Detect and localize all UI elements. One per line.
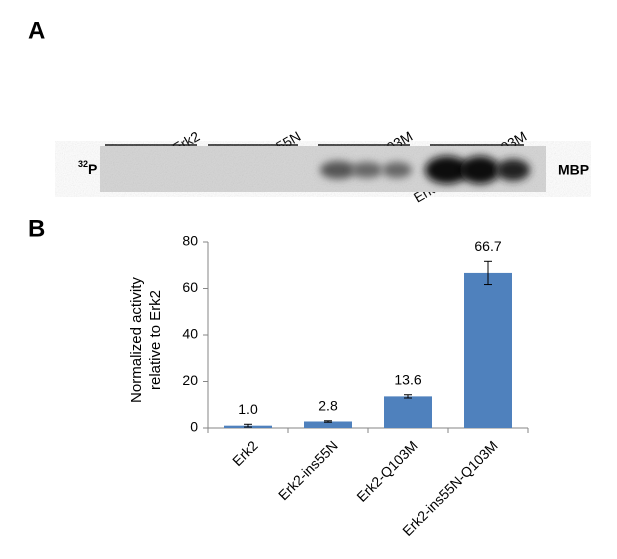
y-tick-label: 40 [182, 326, 198, 342]
radiolabel: 32P [78, 159, 97, 176]
blot [100, 146, 546, 192]
bar [464, 272, 512, 428]
x-tick-label: Erk2 [229, 437, 261, 469]
error-bar [324, 420, 332, 423]
y-axis-label: Normalized activity [128, 277, 145, 403]
panel-label: A [28, 17, 45, 44]
x-tick-label: Erk2-Q103M [353, 437, 420, 504]
error-bar [404, 394, 412, 399]
bar-chart: 0 20 40 60 80 Normalized activity relative to … [128, 233, 529, 539]
y-tick-label: 0 [190, 419, 198, 435]
value-label: 2.8 [318, 397, 338, 413]
bar [384, 396, 432, 428]
value-label: 1.0 [238, 401, 258, 417]
band-label: MBP [558, 162, 589, 178]
y-tick-label: 80 [182, 233, 198, 249]
panel-label: B [28, 215, 45, 242]
value-label: 13.6 [394, 371, 421, 387]
y-axis-label: relative to Erk2 [147, 290, 164, 390]
error-bar [244, 423, 252, 428]
y-tick-label: 60 [182, 279, 198, 295]
isotope-symbol: P [88, 161, 97, 177]
value-label: 66.7 [474, 238, 501, 254]
bar [304, 421, 352, 428]
y-tick-label: 20 [182, 372, 198, 388]
x-tick-label: Erk2-ins55N [275, 437, 341, 503]
isotope-mass: 32 [78, 159, 88, 169]
error-bar [484, 260, 492, 286]
